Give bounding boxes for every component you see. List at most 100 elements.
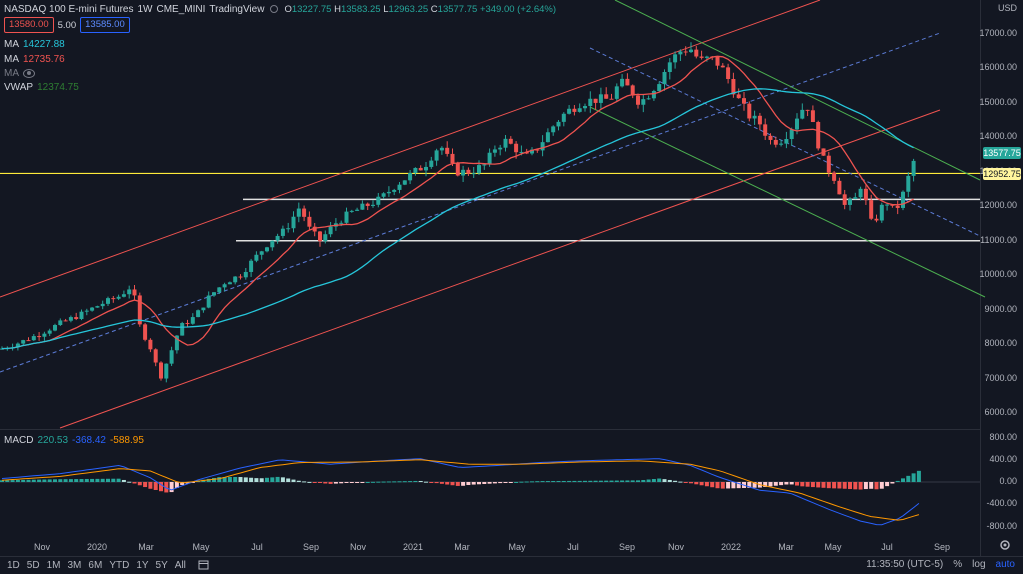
candle-body [477,165,481,174]
clock[interactable]: 11:35:50 (UTC-5) [866,559,944,570]
macd-histogram-bar [768,482,773,487]
macd-histogram-bar [487,482,492,484]
candle-body [810,110,815,123]
candle-body [95,306,100,308]
candle-body [572,108,577,112]
indicator-legend-ma1[interactable]: MA 14227.88 [4,37,65,51]
macd-histogram-bar [42,479,47,482]
macd-histogram-bar [540,481,545,483]
macd-histogram-bar [249,477,254,482]
candle-body [482,164,487,166]
candle-body [651,90,656,99]
macd-histogram-bar [466,482,471,486]
date-range-icon[interactable] [198,559,209,573]
auto-toggle[interactable]: auto [995,559,1015,570]
indicator-legend-vwap[interactable]: VWAP 12374.75 [4,80,79,94]
ma-cyan-line [1,88,914,350]
macd-legend[interactable]: MACD 220.53 -368.42 -588.95 [4,433,144,447]
macd-histogram-bar [837,482,842,489]
interval-label[interactable]: 1W [137,3,153,15]
macd-histogram-bar [148,482,153,489]
macd-histogram-bar [694,482,699,485]
indicator-legend-ma2[interactable]: MA 12735.76 [4,52,65,66]
green-downtrend-lower [589,106,986,298]
candle-body [143,324,148,340]
candle-body [381,193,386,197]
candle-body [646,98,651,100]
indicator-legend-ma3[interactable]: MA [4,66,35,80]
timeframe-button-6m[interactable]: 6M [88,560,103,571]
candle-body [704,56,709,58]
timeframe-button-3m[interactable]: 3M [67,560,82,571]
candle-body [439,147,444,151]
macd-histogram-bar [879,482,884,489]
candle-body [355,209,360,211]
macd-signal-value: -588.95 [109,434,144,446]
candle-body [434,150,439,161]
macd-histogram-bar [259,478,264,482]
macd-histogram-bar [26,479,31,482]
price-axis-label: 7000.00 [984,372,1017,383]
candle-body [773,139,778,145]
candle-body [302,208,307,217]
candle-body [503,138,508,148]
symbol-title[interactable]: NASDAQ 100 E-mini Futures [4,3,134,15]
candle-body [842,194,847,205]
macd-histogram-bar [609,480,614,482]
candle-body [148,339,153,350]
timeframe-button-1y[interactable]: 1Y [136,560,149,571]
candle-body [116,296,121,299]
timeframe-button-1d[interactable]: 1D [7,560,20,571]
timeframe-button-5y[interactable]: 5Y [155,560,168,571]
candle-body [630,85,635,96]
macd-histogram-bar [667,479,672,482]
macd-histogram-bar [37,479,42,482]
candle-body [312,226,317,232]
macd-histogram-bar [545,481,550,483]
candle-body [742,98,746,104]
time-axis-label: Jul [251,542,263,552]
candle-body [169,350,174,364]
macd-histogram-bar [577,480,582,482]
candle-body [514,143,519,153]
sell-button[interactable]: 13580.00 [4,17,54,33]
macd-histogram-bar [5,480,10,482]
candle-body [174,335,179,351]
macd-histogram-bar [31,479,36,482]
macd-histogram-bar [641,480,646,482]
price-chart[interactable] [0,0,1023,556]
percent-toggle[interactable]: % [953,559,963,570]
currency-label[interactable]: USD [997,3,1017,13]
candle-body [344,211,349,223]
buy-button[interactable]: 13585.00 [80,17,130,33]
macd-histogram-bar [789,482,794,485]
candle-body [598,94,603,103]
macd-histogram-bar [84,478,89,482]
candle-body [280,228,285,236]
indicator-value: 12374.75 [37,81,79,93]
candle-body [217,287,222,293]
macd-histogram-bar [503,482,508,483]
macd-histogram-bar [450,482,455,486]
macd-histogram-bar [731,482,736,489]
macd-axis-label: 800.00 [989,431,1017,442]
timeframe-button-ytd[interactable]: YTD [109,560,130,571]
candle-body [386,191,391,194]
log-toggle[interactable]: log [972,559,986,570]
time-axis-label: Sep [618,542,636,552]
hidden-eye-icon[interactable] [23,68,35,78]
macd-axis-label: 0.00 [999,476,1017,486]
macd-histogram-bar [773,482,778,486]
candle-body [561,113,566,122]
timeframe-button-5d[interactable]: 5D [26,560,40,571]
timeframe-button-all[interactable]: All [174,560,186,571]
candle-body [853,197,858,200]
timeframe-button-1m[interactable]: 1M [46,560,61,571]
candle-body [127,289,132,295]
macd-histogram-bar [63,479,68,482]
macd-histogram-bar [302,481,307,483]
macd-histogram-bar [286,478,291,482]
macd-histogram-bar [15,479,20,482]
settings-gear-icon[interactable] [998,538,1012,552]
ohlc-readout: O13227.75 H13583.25 L12963.25 C13577.75 … [284,3,556,15]
